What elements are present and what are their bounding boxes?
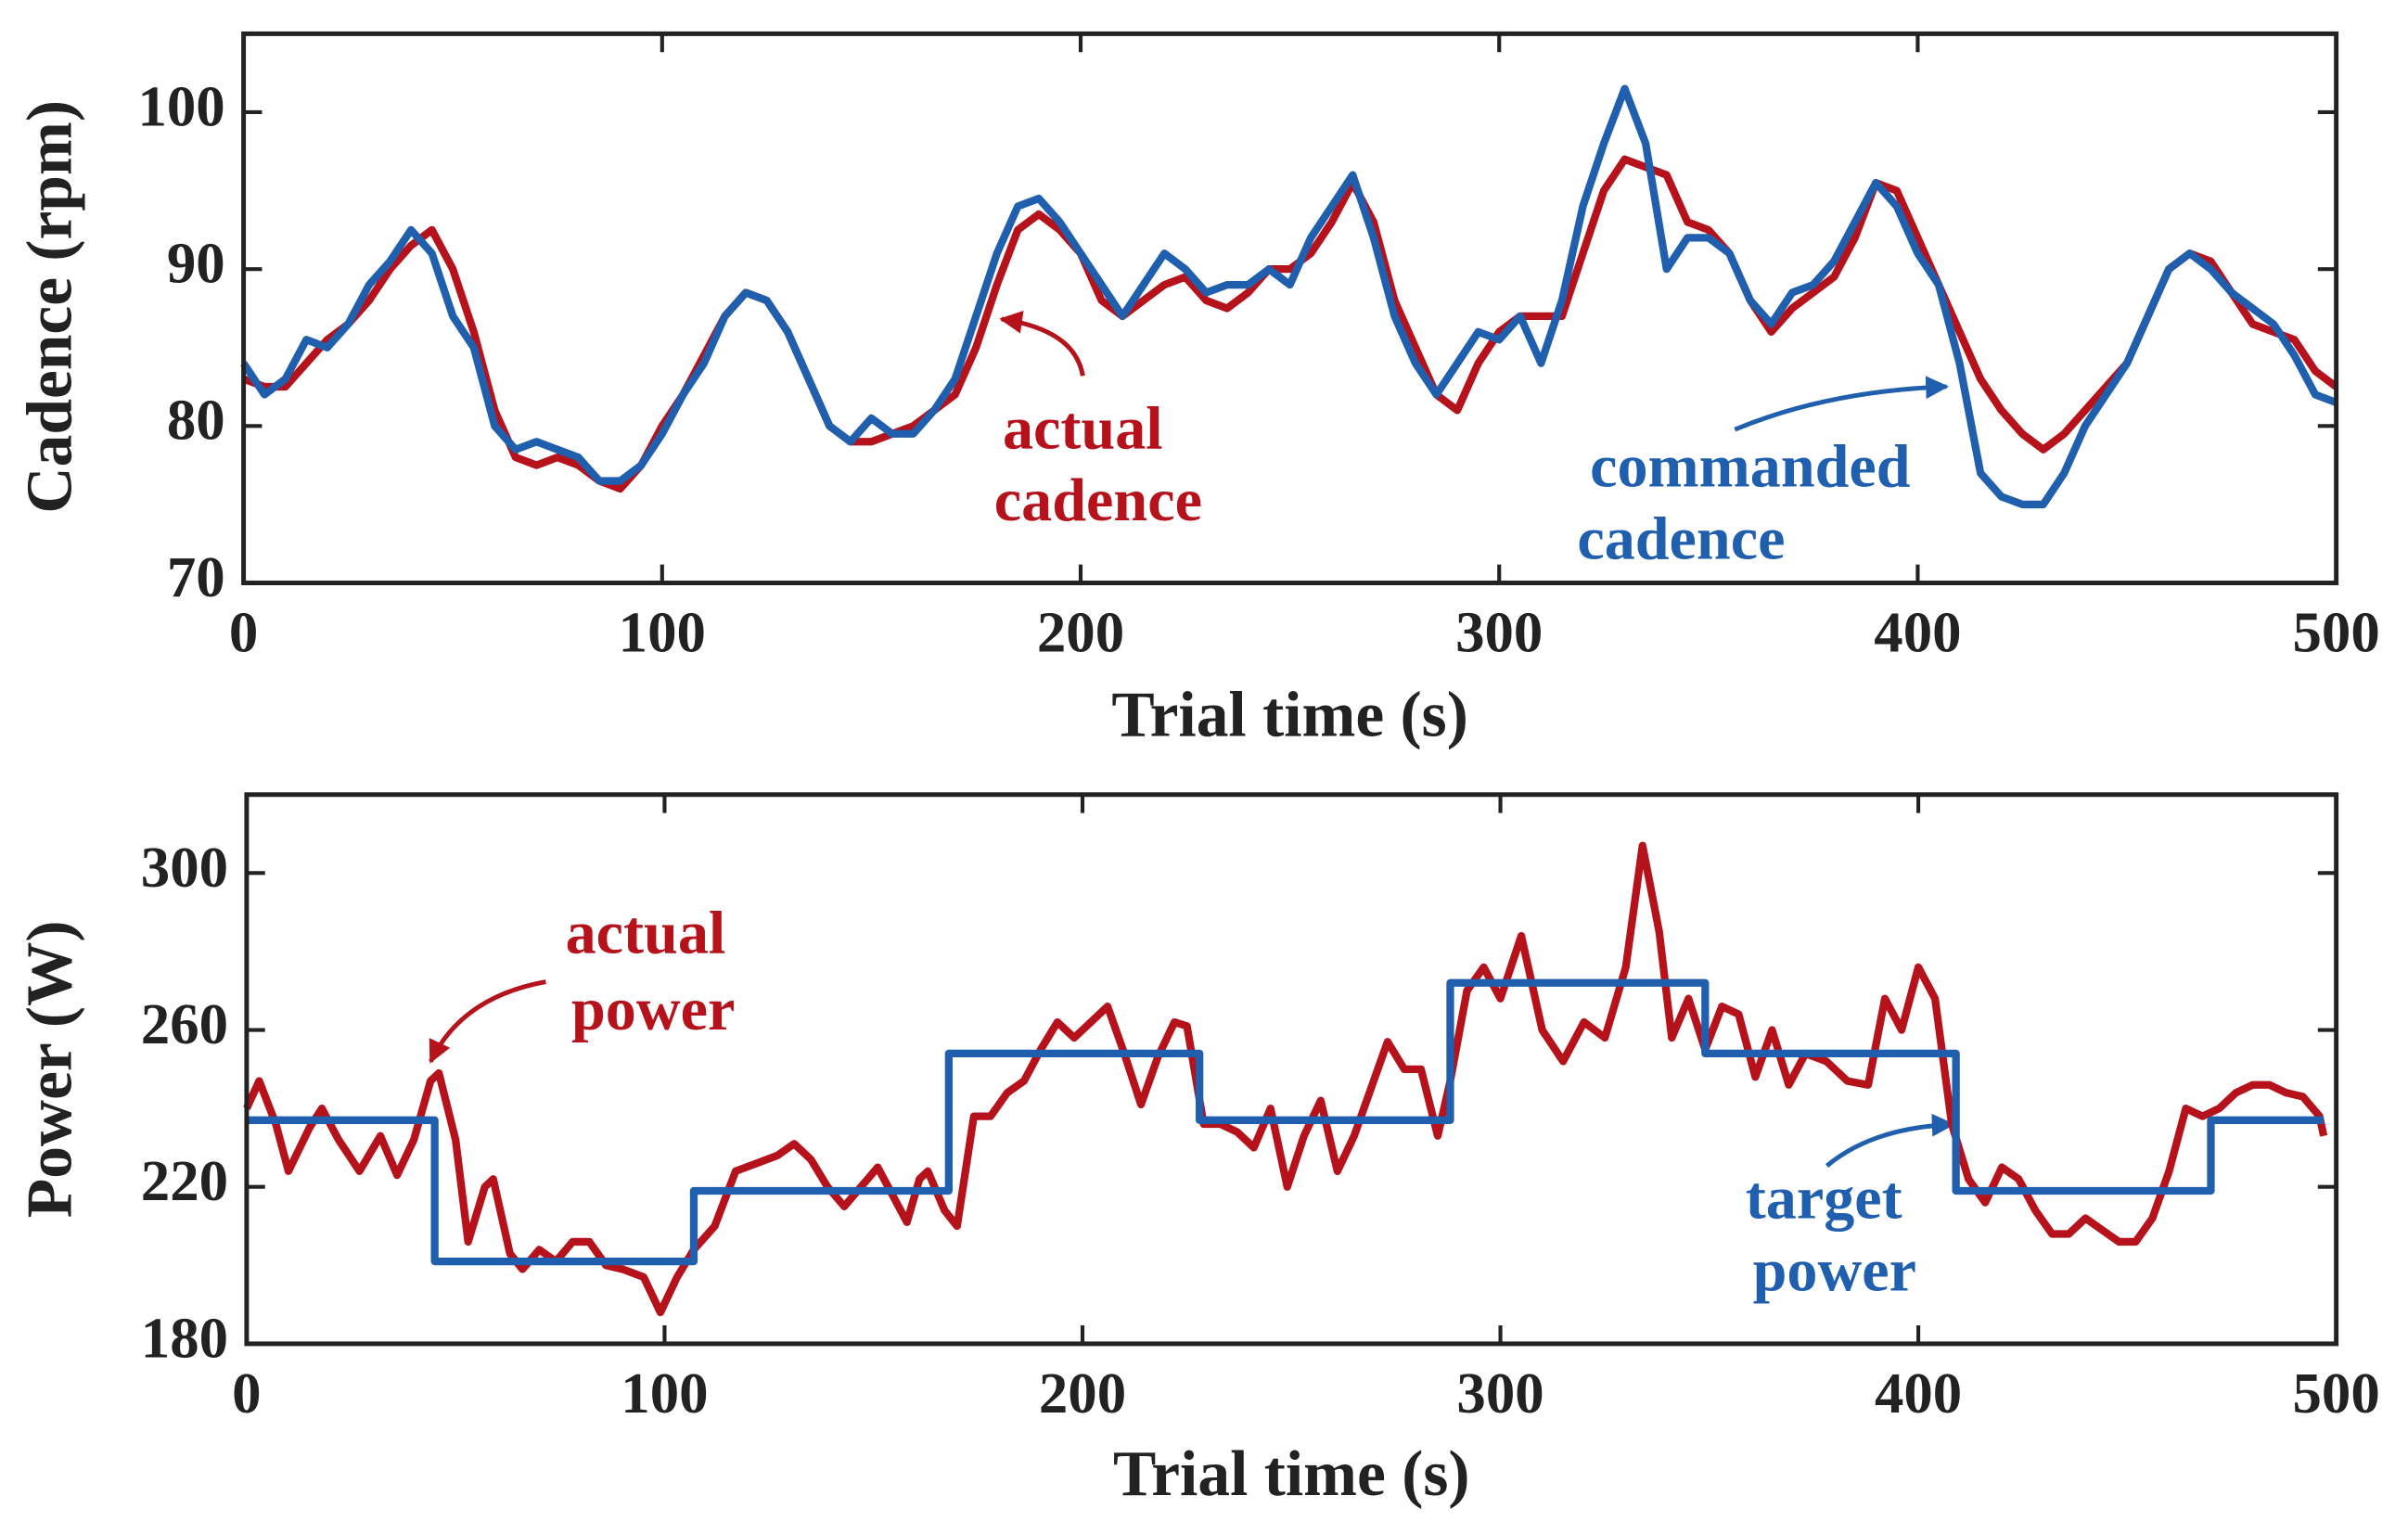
x-tick-label: 500 xyxy=(2293,1361,2380,1425)
y-tick-label: 220 xyxy=(141,1148,228,1213)
arrow xyxy=(429,979,546,1064)
y-axis-label: Power (W) xyxy=(15,920,86,1218)
annotation: cadence xyxy=(1577,505,1785,572)
annotation: cadence xyxy=(994,467,1202,534)
x-tick-label: 0 xyxy=(229,599,258,664)
y-tick-label: 180 xyxy=(141,1305,228,1370)
series-line xyxy=(246,978,2325,1266)
y-tick-label: 70 xyxy=(167,544,225,609)
x-tick-label: 100 xyxy=(619,599,706,664)
y-axis-label: Cadence (rpm) xyxy=(15,100,86,514)
plot-frame xyxy=(244,792,2339,1347)
x-tick-label: 400 xyxy=(1874,599,1961,664)
annotation: power xyxy=(571,976,735,1043)
annotation: actual xyxy=(1003,394,1163,462)
annotation: target xyxy=(1746,1165,1902,1233)
series-line xyxy=(243,841,2328,1317)
arrow xyxy=(999,310,1085,377)
y-tick-label: 100 xyxy=(137,73,224,138)
series-line xyxy=(242,155,2339,493)
x-axis-label: Trial time (s) xyxy=(1111,679,1467,750)
annotation: actual xyxy=(566,899,726,966)
annotation: commanded xyxy=(1590,433,1911,501)
y-tick-label: 80 xyxy=(167,388,225,453)
y-tick-label: 300 xyxy=(141,835,228,900)
x-tick-label: 300 xyxy=(1456,1361,1543,1425)
x-tick-label: 200 xyxy=(1039,1361,1126,1425)
annotation: power xyxy=(1753,1236,1916,1304)
arrow xyxy=(1734,376,1950,432)
y-tick-label: 90 xyxy=(167,231,225,296)
x-tick-label: 500 xyxy=(2293,599,2380,664)
x-tick-label: 200 xyxy=(1037,599,1124,664)
series-line xyxy=(240,84,2338,509)
plot-frame xyxy=(241,31,2339,586)
arrow xyxy=(1825,1113,1955,1168)
x-tick-label: 0 xyxy=(232,1361,261,1425)
x-tick-label: 100 xyxy=(621,1361,708,1425)
y-tick-label: 260 xyxy=(141,991,228,1056)
x-axis-label: Trial time (s) xyxy=(1113,1438,1469,1510)
x-tick-label: 400 xyxy=(1875,1361,1962,1425)
x-tick-label: 300 xyxy=(1455,599,1543,664)
